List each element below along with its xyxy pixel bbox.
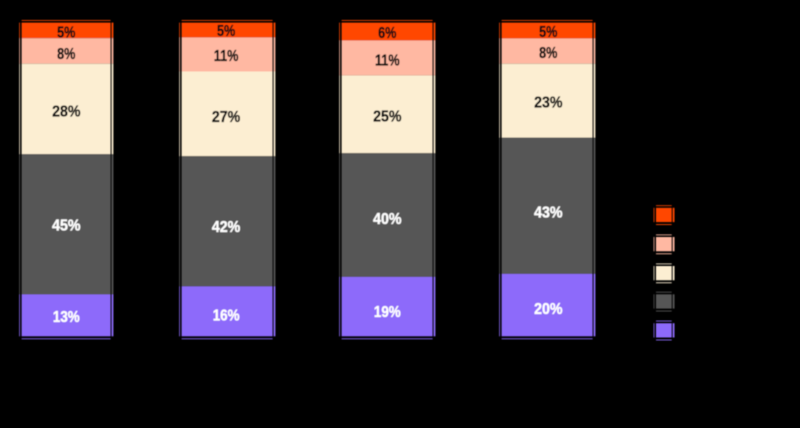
svg-text:42%: 42% [212, 219, 241, 236]
svg-text:8%: 8% [539, 45, 557, 62]
svg-text:20%: 20% [534, 301, 563, 318]
svg-text:11%: 11% [214, 48, 239, 65]
svg-text:23%: 23% [534, 94, 563, 111]
svg-text:43%: 43% [534, 205, 563, 222]
svg-text:5%: 5% [57, 25, 75, 42]
svg-text:5%: 5% [539, 24, 557, 41]
svg-text:13%: 13% [53, 309, 80, 326]
svg-text:6%: 6% [378, 25, 396, 42]
svg-text:40%: 40% [373, 211, 402, 228]
svg-text:16%: 16% [213, 308, 240, 325]
svg-text:28%: 28% [52, 104, 81, 121]
svg-text:19%: 19% [374, 304, 401, 321]
svg-text:45%: 45% [52, 218, 81, 235]
svg-text:8%: 8% [57, 46, 75, 63]
svg-text:27%: 27% [212, 109, 241, 126]
svg-text:5%: 5% [217, 23, 235, 40]
svg-text:11%: 11% [375, 52, 400, 69]
svg-text:25%: 25% [373, 109, 402, 126]
